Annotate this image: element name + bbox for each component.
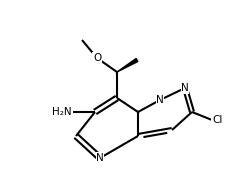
Text: N: N [181, 83, 189, 93]
Text: N: N [96, 153, 104, 163]
Text: O: O [93, 53, 101, 63]
Text: N: N [156, 95, 164, 105]
Text: H₂N: H₂N [52, 107, 72, 117]
Polygon shape [117, 59, 138, 72]
Text: Cl: Cl [212, 115, 222, 125]
